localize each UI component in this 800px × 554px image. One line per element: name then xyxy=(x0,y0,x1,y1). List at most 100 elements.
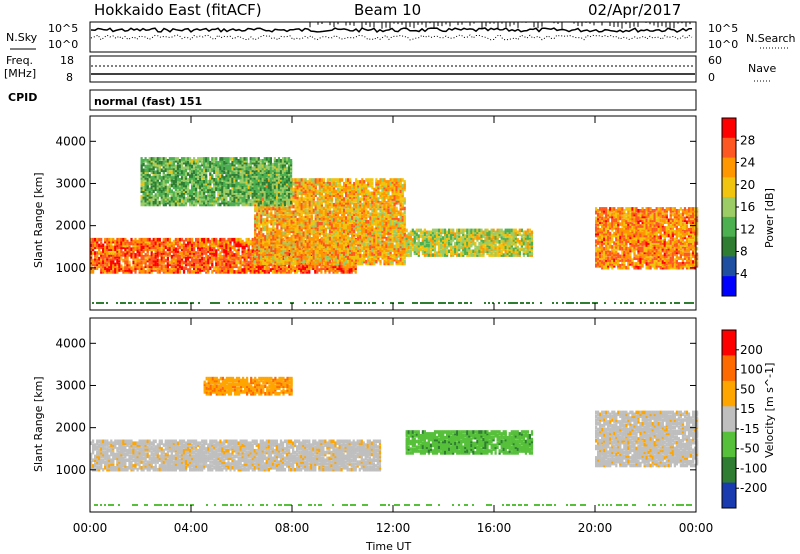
heatmap-cell xyxy=(336,231,340,235)
heatmap-cell xyxy=(292,238,295,243)
heatmap-cell xyxy=(355,216,358,220)
heatmap-cell xyxy=(268,248,271,252)
heatmap-cell xyxy=(140,270,143,274)
heatmap-cell xyxy=(355,250,358,254)
heatmap-cell xyxy=(193,243,196,248)
heatmap-cell xyxy=(373,246,376,251)
heatmap-cell xyxy=(148,198,151,203)
heatmap-cell xyxy=(195,260,198,265)
heatmap-cell xyxy=(351,248,354,252)
heatmap-cell xyxy=(381,189,384,194)
heatmap-cell xyxy=(389,235,392,239)
heatmap-cell xyxy=(278,233,281,237)
heatmap-cell xyxy=(180,195,184,199)
heatmap-cell xyxy=(166,187,169,192)
heatmap-cell xyxy=(389,238,392,243)
heatmap-cell xyxy=(279,266,283,270)
heatmap-cell xyxy=(326,199,329,203)
heatmap-cell xyxy=(152,256,155,261)
heatmap-cell xyxy=(355,204,358,209)
heatmap-cell xyxy=(353,259,356,264)
heatmap-cell xyxy=(339,218,342,222)
heatmap-cell xyxy=(292,204,295,209)
heatmap-cell xyxy=(205,243,208,248)
heatmap-cell xyxy=(223,245,226,250)
heatmap-cell xyxy=(239,243,242,248)
heatmap-cell xyxy=(371,240,374,245)
heatmap-cell xyxy=(322,256,325,260)
heatmap-cell xyxy=(178,270,182,274)
heatmap-cell xyxy=(375,223,378,228)
heatmap-cell xyxy=(353,244,356,249)
heatmap-cell xyxy=(102,256,105,261)
heatmap-cell xyxy=(172,253,175,257)
heatmap-cell xyxy=(138,253,141,257)
heatmap-cell xyxy=(144,174,147,178)
heatmap-cell xyxy=(353,182,356,186)
heatmap-cell xyxy=(371,193,374,197)
heatmap-cell xyxy=(357,235,360,239)
heatmap-cell xyxy=(351,252,354,256)
heatmap-cell xyxy=(180,237,184,242)
heatmap-cell xyxy=(108,251,111,255)
heatmap-cell xyxy=(156,264,159,269)
heatmap-cell xyxy=(266,206,269,211)
heatmap-cell xyxy=(282,259,285,264)
heatmap-cell xyxy=(160,198,163,203)
heatmap-cell xyxy=(347,248,350,252)
heatmap-cell xyxy=(365,185,368,190)
heatmap-cell xyxy=(182,166,186,171)
heatmap-cell xyxy=(156,187,159,192)
heatmap-cell xyxy=(162,260,165,265)
heatmap-cell xyxy=(182,270,186,274)
heatmap-cell xyxy=(94,243,97,248)
heatmap-cell xyxy=(322,189,325,194)
heatmap-cell xyxy=(401,193,404,197)
heatmap-cell xyxy=(278,231,281,235)
heatmap-cell xyxy=(296,237,299,241)
heatmap-cell xyxy=(377,197,380,201)
heatmap-cell xyxy=(357,189,360,194)
heatmap-cell xyxy=(142,239,145,244)
heatmap-cell xyxy=(197,247,200,251)
heatmap-cell xyxy=(233,237,236,242)
heatmap-cell xyxy=(272,244,275,249)
heatmap-cell xyxy=(126,255,129,259)
heatmap-cell xyxy=(322,235,325,239)
heatmap-cell xyxy=(223,256,226,261)
heatmap-cell xyxy=(154,179,157,184)
heatmap-cell xyxy=(328,223,332,228)
heatmap-cell xyxy=(391,191,394,196)
heatmap-cell xyxy=(172,170,175,174)
heatmap-cell xyxy=(132,243,135,248)
heatmap-cell xyxy=(174,198,177,203)
heatmap-cell xyxy=(116,243,119,248)
heatmap-cell xyxy=(399,178,402,182)
heatmap-cell xyxy=(365,193,368,197)
heatmap-cell xyxy=(174,164,177,169)
heatmap-cell xyxy=(341,202,344,207)
heatmap-cell xyxy=(217,260,220,265)
heatmap-cell xyxy=(152,264,155,269)
heatmap-cell xyxy=(164,195,167,199)
heatmap-cell xyxy=(332,227,336,232)
heatmap-cell xyxy=(326,180,329,184)
heatmap-cell xyxy=(365,246,368,251)
heatmap-cell xyxy=(258,235,261,239)
heatmap-cell xyxy=(90,247,93,251)
heatmap-cell xyxy=(150,198,153,203)
heatmap-cell xyxy=(339,244,342,249)
heatmap-cell xyxy=(399,254,402,258)
heatmap-cell xyxy=(278,259,281,264)
heatmap-cell xyxy=(270,235,273,239)
heatmap-cell xyxy=(281,270,285,274)
heatmap-cell xyxy=(280,238,283,243)
heatmap-cell xyxy=(399,250,402,254)
heatmap-cell xyxy=(355,257,358,262)
heatmap-cell xyxy=(142,249,145,253)
heatmap-cell xyxy=(334,189,338,194)
heatmap-cell xyxy=(298,266,301,270)
heatmap-cell xyxy=(90,251,93,255)
heatmap-cell xyxy=(142,174,145,178)
heatmap-cell xyxy=(383,250,386,254)
